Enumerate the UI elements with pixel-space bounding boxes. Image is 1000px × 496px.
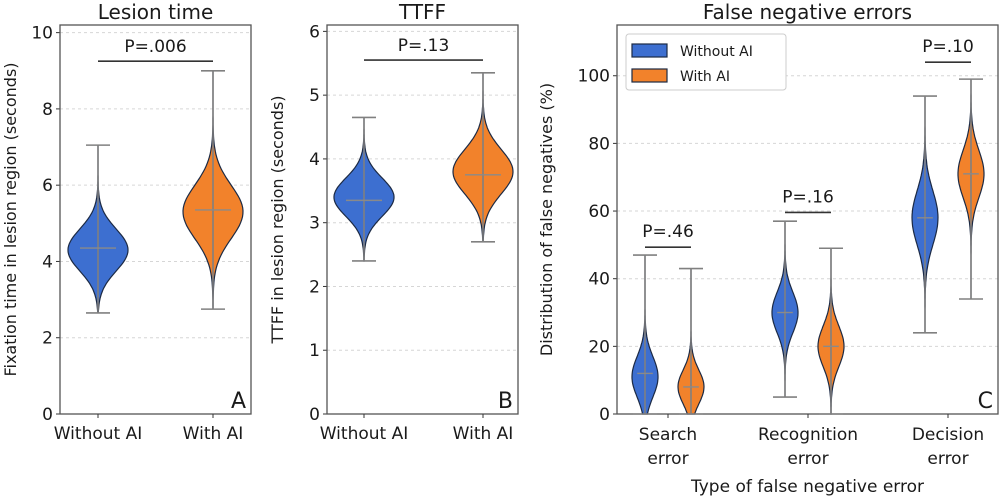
y-axis-label: Distribution of false negatives (%) <box>537 83 556 356</box>
chart-title: TTFF <box>398 0 446 24</box>
x-tick-label: error <box>647 449 688 469</box>
chart-title: Lesion time <box>98 0 214 24</box>
panel-letter: B <box>498 389 513 414</box>
panel-letter: A <box>231 389 246 414</box>
y-axis-label: Fixation time in lesion region (seconds) <box>1 62 20 376</box>
y-tick-label: 10 <box>31 24 53 44</box>
y-tick-label: 0 <box>42 405 53 425</box>
x-tick-label: With AI <box>453 424 514 444</box>
p-value-label: P=.10 <box>922 37 974 57</box>
y-tick-label: 5 <box>309 86 320 106</box>
x-tick-label: error <box>787 449 828 469</box>
x-tick-label: Search <box>639 425 697 445</box>
panel-b: 0 1 2 3 4 5 6 TTFF TTFF in lesion region (second… <box>268 0 519 444</box>
x-tick-label: error <box>927 449 968 469</box>
axes-frame <box>59 24 252 415</box>
y-tick-label: 40 <box>588 270 610 290</box>
x-tick-label: Recognition <box>758 425 858 445</box>
y-tick-label: 0 <box>309 405 320 425</box>
chart-title: False negative errors <box>703 0 912 24</box>
y-tick-label: 6 <box>309 22 320 42</box>
y-tick-label: 3 <box>309 214 320 234</box>
y-tick-label: 8 <box>42 100 53 120</box>
y-tick-label: 2 <box>309 277 320 297</box>
panel-letter: C <box>978 389 993 414</box>
y-tick-label: 20 <box>588 337 610 357</box>
y-tick-label: 4 <box>42 252 53 272</box>
legend-swatch <box>631 43 668 58</box>
y-tick-label: 1 <box>309 341 320 361</box>
y-tick-label: 80 <box>588 134 610 154</box>
x-tick-label: Without AI <box>54 424 143 444</box>
p-value-label: P=.006 <box>124 37 186 57</box>
y-tick-label: 60 <box>588 202 610 222</box>
y-tick-label: 4 <box>309 150 320 170</box>
y-tick-label: 100 <box>578 67 610 87</box>
x-tick-label: Decision <box>912 425 984 445</box>
p-value-label: P=.16 <box>782 187 834 207</box>
x-tick-label: Without AI <box>320 424 409 444</box>
legend-label: With AI <box>680 69 730 85</box>
panel-c: 0 20 40 60 80 100 False negative errors Distrib… <box>537 0 999 496</box>
legend-swatch <box>631 68 668 83</box>
y-tick-label: 6 <box>42 176 53 196</box>
p-value-label: P=.13 <box>398 36 450 56</box>
legend: Without AI With AI <box>625 33 787 91</box>
legend-label: Without AI <box>680 44 753 60</box>
y-tick-label: 0 <box>599 405 610 425</box>
y-tick-label: 2 <box>42 329 53 349</box>
y-axis-label: TTFF in lesion region (seconds) <box>268 95 287 344</box>
x-tick-label: With AI <box>183 424 244 444</box>
p-value-label: P=.46 <box>642 222 694 242</box>
x-axis-label: Type of false negative error <box>690 477 924 496</box>
panel-a: 0 2 4 6 8 10 Lesion time Fixation time in lesio… <box>1 0 252 444</box>
axes-frame <box>326 24 519 415</box>
